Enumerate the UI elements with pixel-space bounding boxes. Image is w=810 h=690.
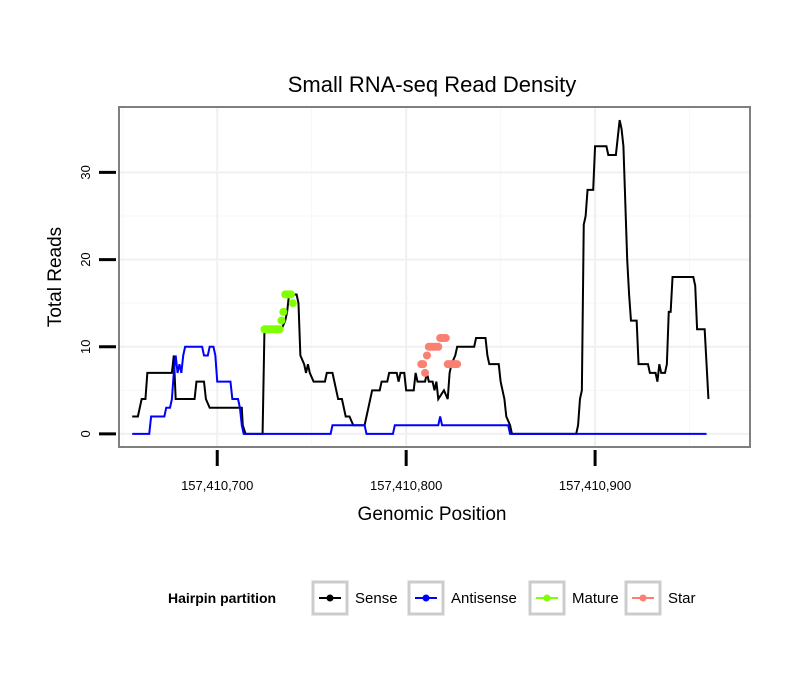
legend-label-sense: Sense [355,590,398,607]
legend-item-star: Star [624,580,696,616]
legend-key-point [422,594,430,602]
y-tick-label: 10 [78,340,93,354]
x-tick-label: 157,410,800 [370,478,442,493]
plot-border [118,106,751,448]
mature-point [275,325,284,334]
antisense-series-line [132,345,707,435]
y-tick-label: 0 [78,430,93,437]
mature-point [286,290,295,299]
legend: Hairpin partition Sense Antisense Mature St… [168,580,696,616]
legend-key-box [528,580,566,616]
legend-label-antisense: Antisense [451,590,517,607]
x-axis-title: Genomic Position [358,504,507,525]
series-layer [132,119,710,435]
legend-label-star: Star [668,590,696,607]
mature-point [279,307,288,316]
y-axis: 0 10 20 30 [78,165,116,438]
star-point [422,351,431,360]
legend-label-mature: Mature [572,590,619,607]
star-point [419,360,428,369]
legend-item-antisense: Antisense [407,580,517,616]
x-tick-label: 157,410,900 [559,478,631,493]
legend-title: Hairpin partition [168,590,276,606]
plot-panel [119,107,750,447]
mature-point [277,316,286,325]
star-point [441,334,450,343]
y-axis-title: Total Reads [45,227,66,327]
x-axis: 157,410,700 157,410,800 157,410,900 [181,450,631,493]
star-point [453,360,462,369]
mature-point [288,299,297,308]
chart-title: Small RNA-seq Read Density [288,72,577,97]
legend-key-point [543,594,551,602]
legend-item-mature: Mature [528,580,619,616]
legend-item-sense: Sense [311,580,398,616]
star-point [434,342,443,351]
x-tick-label: 157,410,700 [181,478,253,493]
y-tick-label: 30 [78,165,93,179]
legend-key-box [624,580,662,616]
y-tick-label: 20 [78,252,93,266]
legend-key-point [326,594,334,602]
star-point [421,368,430,377]
legend-key-point [639,594,647,602]
